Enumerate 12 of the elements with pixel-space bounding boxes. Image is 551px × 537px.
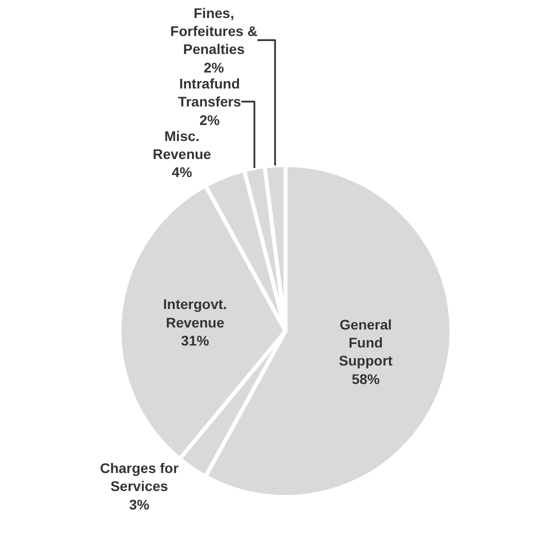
data-label: 4% bbox=[172, 164, 193, 180]
data-label: 2% bbox=[204, 59, 225, 76]
data-label: 31% bbox=[181, 332, 210, 349]
slice-label: Intergovt. Revenue bbox=[163, 296, 227, 330]
slice-label: Fines, Forfeitures & Penalties bbox=[170, 4, 258, 58]
data-label: 3% bbox=[129, 496, 150, 512]
slice-label: Intrafund Transfers bbox=[178, 75, 242, 110]
slice-label: Misc. Revenue bbox=[152, 128, 212, 162]
data-label: 2% bbox=[199, 112, 220, 128]
data-label: 58% bbox=[352, 370, 380, 387]
slice-label: Charges for Services bbox=[100, 460, 180, 494]
slice-label: General Fund Support bbox=[338, 316, 393, 369]
